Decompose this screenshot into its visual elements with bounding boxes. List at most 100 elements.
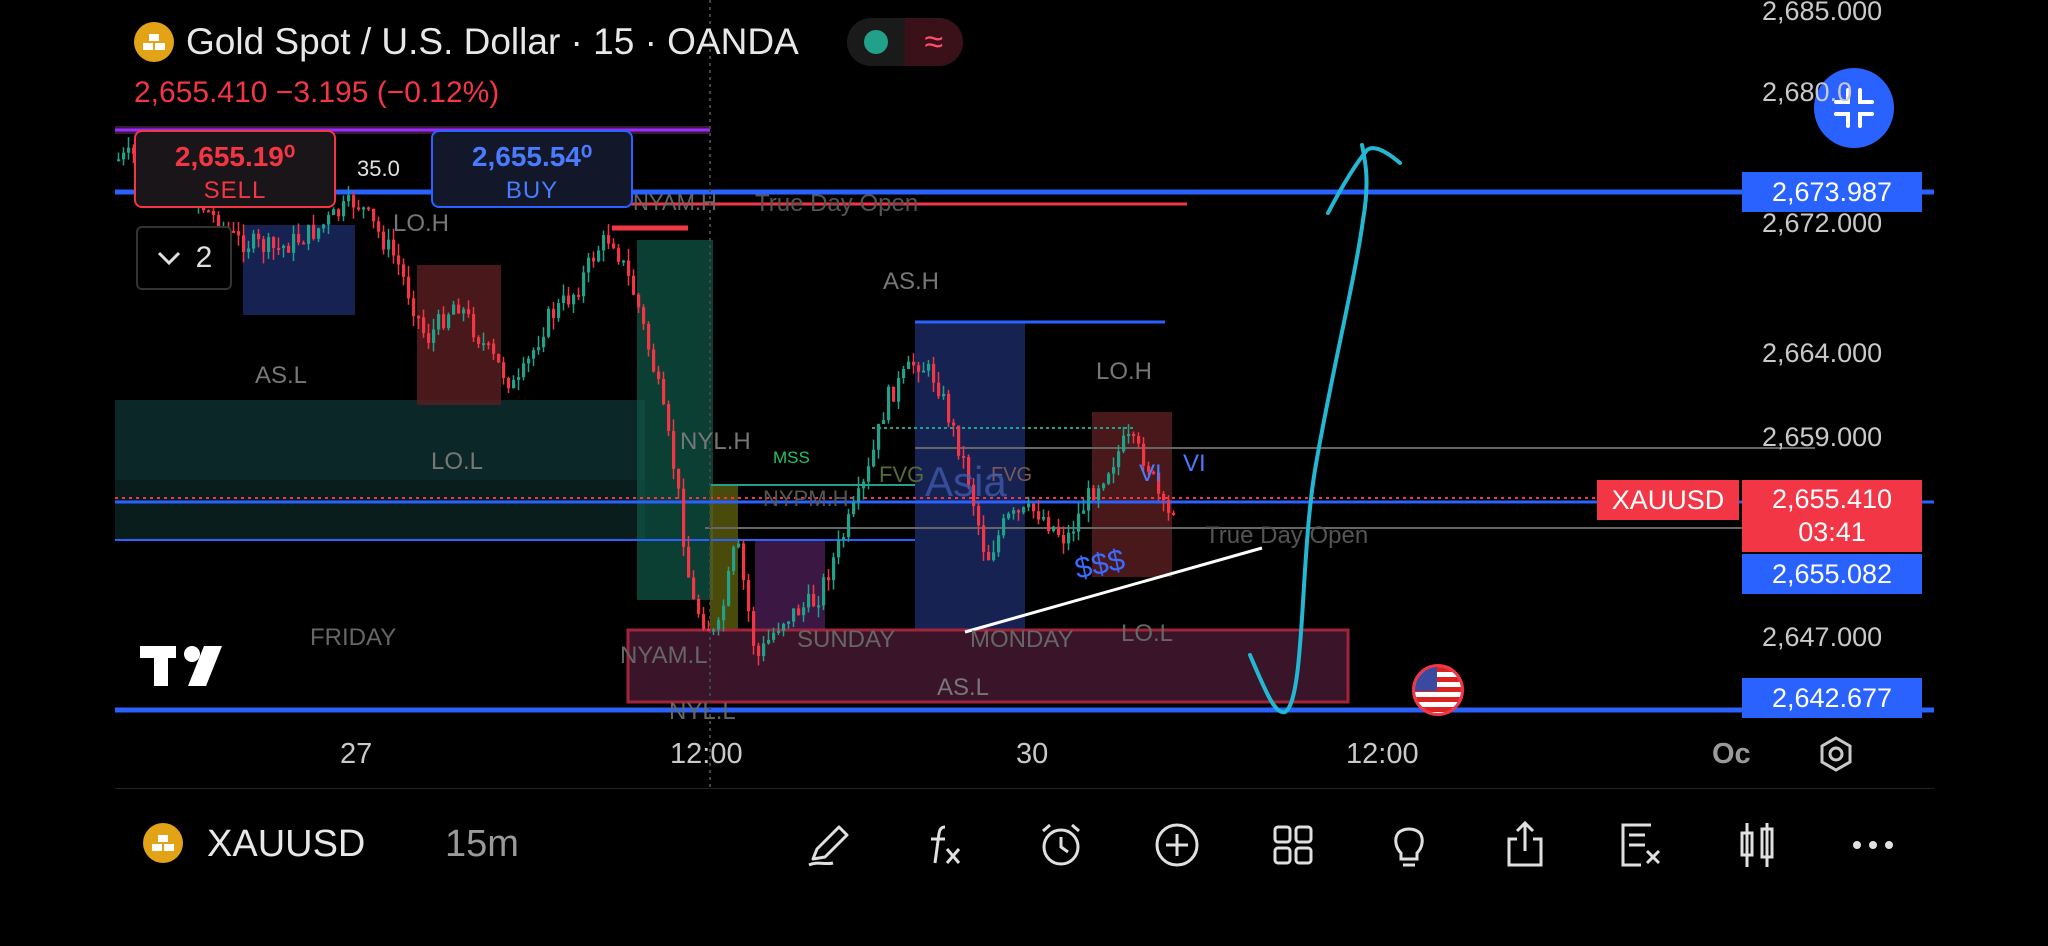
sell-price: 2,655.19⁰ bbox=[174, 141, 296, 172]
fx-indicator-icon bbox=[931, 825, 961, 864]
candle-body bbox=[712, 629, 716, 632]
current-price-tag: 2,655.410 03:41 bbox=[1742, 480, 1922, 552]
candle-body bbox=[267, 237, 271, 252]
price-chart[interactable] bbox=[115, 0, 1934, 788]
candle-body bbox=[1027, 503, 1031, 508]
candle-body bbox=[657, 371, 661, 380]
candle-body bbox=[632, 275, 636, 295]
candle-body bbox=[507, 377, 511, 389]
candle-body bbox=[732, 547, 736, 571]
candle-body bbox=[422, 317, 426, 334]
candle-body bbox=[927, 363, 931, 371]
candle-body bbox=[807, 593, 811, 608]
ideas-button[interactable] bbox=[1381, 817, 1437, 873]
candle-body bbox=[592, 257, 596, 262]
candle-body bbox=[287, 245, 291, 253]
candle-body bbox=[607, 235, 611, 244]
symbol-selector[interactable]: XAUUSD bbox=[207, 823, 366, 865]
symbol-title[interactable]: Gold Spot / U.S. Dollar · 15 · OANDA bbox=[186, 21, 799, 62]
candle-body bbox=[777, 630, 781, 633]
candle-body bbox=[477, 337, 481, 344]
candle-body bbox=[1167, 500, 1171, 513]
candle-body bbox=[572, 294, 576, 305]
candle-body bbox=[442, 314, 446, 329]
candle-body bbox=[307, 224, 311, 244]
candle-body bbox=[272, 237, 276, 248]
share-button[interactable] bbox=[1497, 817, 1553, 873]
add-button[interactable] bbox=[1149, 817, 1205, 873]
price-label: 2,68‌0.0 bbox=[1762, 77, 1853, 107]
candle-body bbox=[1137, 436, 1141, 444]
lightbulb-icon bbox=[1394, 827, 1424, 867]
candle-body bbox=[497, 353, 501, 363]
candle-body bbox=[532, 350, 536, 359]
candle-body bbox=[1002, 518, 1006, 536]
trade-ticket-icon bbox=[1621, 823, 1661, 867]
buy-label: BUY bbox=[505, 177, 559, 204]
candle-body bbox=[892, 386, 896, 402]
candle-body bbox=[362, 207, 366, 210]
candle-body bbox=[387, 239, 391, 250]
candle-body bbox=[832, 557, 836, 581]
candle-body bbox=[1122, 435, 1126, 452]
buy-button[interactable]: 2,655.54⁰ BUY bbox=[431, 130, 633, 208]
candle-body bbox=[947, 393, 951, 423]
minimize-fullscreen-button[interactable] bbox=[1814, 68, 1894, 148]
trade-ticket-button[interactable] bbox=[1613, 817, 1669, 873]
indicators-count: 2 bbox=[195, 241, 213, 274]
candle-body bbox=[817, 605, 821, 608]
timeframe-selector[interactable]: 15m bbox=[445, 823, 519, 865]
candle-body bbox=[1132, 433, 1136, 437]
chart-type-button[interactable] bbox=[1729, 817, 1785, 873]
indicators-collapse-button[interactable]: 2 bbox=[136, 226, 232, 290]
candle-body bbox=[872, 449, 876, 467]
candle-body bbox=[772, 632, 776, 640]
candle-body bbox=[952, 422, 956, 426]
candle-body bbox=[482, 343, 486, 346]
candle-body bbox=[432, 329, 436, 343]
candle-body bbox=[992, 552, 996, 561]
candle-body bbox=[997, 535, 1001, 553]
candle-body bbox=[332, 209, 336, 216]
trend-line bbox=[964, 546, 1263, 634]
candle-body bbox=[1087, 488, 1091, 511]
chart-settings-icon[interactable] bbox=[1818, 736, 1854, 772]
candle-body bbox=[682, 488, 686, 547]
candle-body bbox=[567, 295, 571, 305]
candle-body bbox=[212, 210, 216, 216]
time-label: 12:00 bbox=[1346, 738, 1419, 770]
indicators-button[interactable] bbox=[917, 817, 973, 873]
candle-body bbox=[637, 294, 641, 308]
candle-body bbox=[517, 377, 521, 380]
candle-body bbox=[887, 386, 891, 421]
candle-body bbox=[1162, 493, 1166, 501]
candle-body bbox=[782, 623, 786, 631]
candle-body bbox=[692, 577, 696, 600]
price-label: 2,664.000 bbox=[1762, 338, 1883, 368]
candle-body bbox=[377, 221, 381, 232]
layouts-button[interactable] bbox=[1265, 817, 1321, 873]
candle-body bbox=[627, 260, 631, 276]
candle-body bbox=[882, 420, 886, 424]
candle-body bbox=[917, 365, 921, 372]
candle-body bbox=[392, 239, 396, 256]
candle-body bbox=[1142, 443, 1146, 466]
market-open-dot-icon bbox=[847, 18, 905, 66]
symbol-header[interactable]: Gold Spot / U.S. Dollar · 15 · OANDA ≈ bbox=[134, 16, 963, 68]
us-flag-economic-event-icon[interactable] bbox=[1412, 664, 1464, 716]
drawing-tools-button[interactable] bbox=[801, 817, 857, 873]
candle-body bbox=[292, 233, 296, 253]
candle-body bbox=[667, 404, 671, 431]
sell-button[interactable]: 2,655.19⁰ SELL bbox=[134, 130, 336, 208]
alert-button[interactable] bbox=[1033, 817, 1089, 873]
more-button[interactable] bbox=[1845, 817, 1901, 873]
bottom-toolbar: XAUUSD 15m bbox=[115, 788, 1934, 897]
candle-body bbox=[1007, 513, 1011, 519]
candle-body bbox=[232, 230, 236, 233]
candle-body bbox=[717, 620, 721, 630]
chart-area[interactable]: LO.H AS.L LO.L NYL.H MSS NYPM.H FVG FVG … bbox=[115, 0, 1934, 788]
market-status-toggle[interactable]: ≈ bbox=[846, 18, 963, 66]
candle-body bbox=[987, 552, 991, 561]
candle-body bbox=[842, 537, 846, 540]
